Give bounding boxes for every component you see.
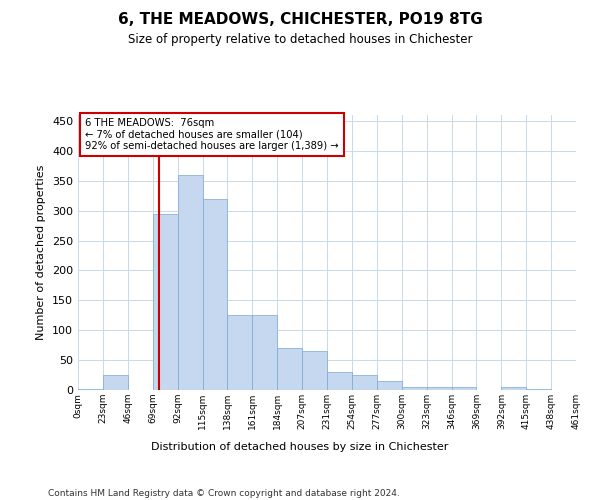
Bar — [427, 387, 452, 390]
Text: 6 THE MEADOWS:  76sqm
← 7% of detached houses are smaller (104)
92% of semi-deta: 6 THE MEADOWS: 76sqm ← 7% of detached ho… — [85, 118, 339, 151]
Bar — [277, 348, 302, 390]
Bar — [103, 375, 128, 390]
Bar — [352, 375, 377, 390]
Bar — [302, 351, 327, 390]
Bar — [152, 214, 178, 390]
Text: Distribution of detached houses by size in Chichester: Distribution of detached houses by size … — [151, 442, 449, 452]
Bar — [327, 372, 352, 390]
Bar — [227, 316, 253, 390]
Text: 6, THE MEADOWS, CHICHESTER, PO19 8TG: 6, THE MEADOWS, CHICHESTER, PO19 8TG — [118, 12, 482, 28]
Bar — [253, 316, 277, 390]
Bar — [526, 389, 551, 390]
Text: Contains HM Land Registry data © Crown copyright and database right 2024.: Contains HM Land Registry data © Crown c… — [48, 488, 400, 498]
Y-axis label: Number of detached properties: Number of detached properties — [37, 165, 46, 340]
Bar — [452, 387, 476, 390]
Bar — [78, 389, 103, 390]
Bar — [402, 387, 427, 390]
Bar — [502, 387, 526, 390]
Bar — [178, 175, 203, 390]
Bar — [203, 198, 227, 390]
Text: Size of property relative to detached houses in Chichester: Size of property relative to detached ho… — [128, 32, 472, 46]
Bar — [377, 381, 402, 390]
